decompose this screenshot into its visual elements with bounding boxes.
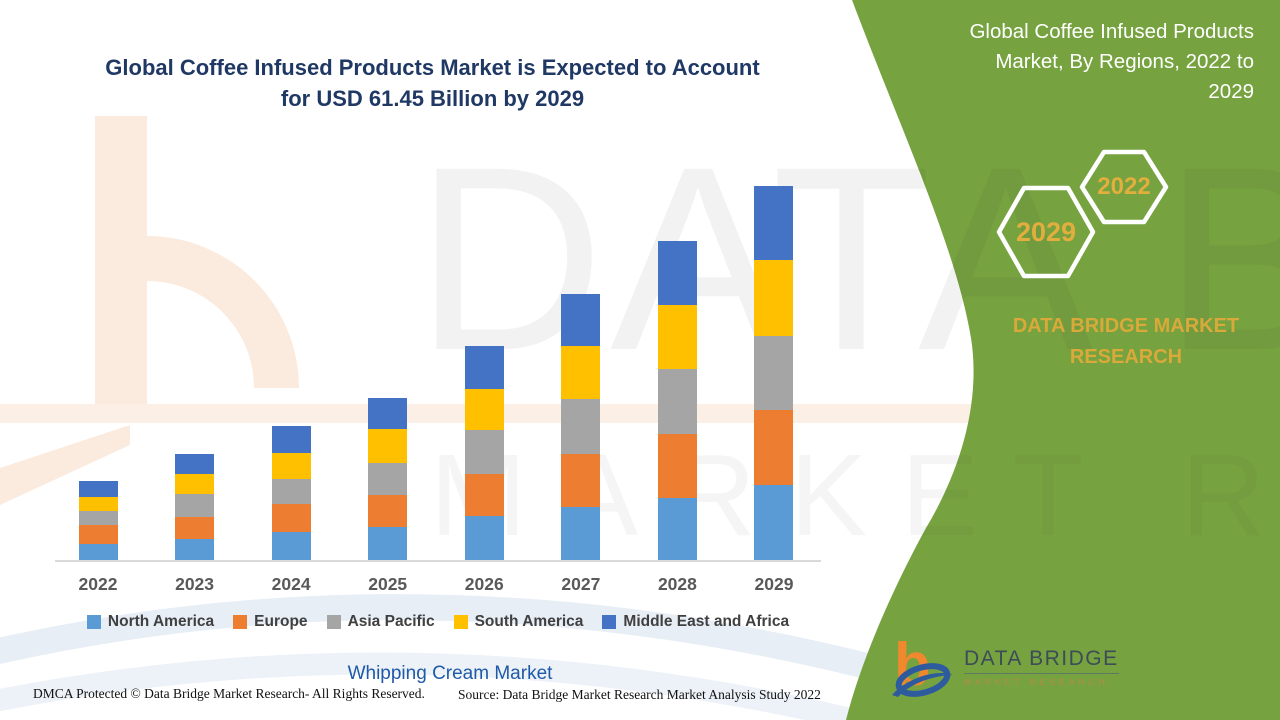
bar-segment-south-america-2025 — [368, 429, 408, 463]
bar-2022 — [78, 480, 118, 560]
legend-label-south-america: South America — [474, 613, 584, 630]
logo-subtitle: MARKET RESEARCH — [964, 677, 1109, 688]
data-bridge-logo-icon: b — [892, 633, 953, 698]
hexagon-2029-label: 2029 — [1015, 216, 1077, 247]
legend-swatch-north-america — [86, 615, 101, 629]
x-axis-labels: 2022 2023 2024 2025 2026 2027 2028 2029 — [55, 574, 821, 600]
legend-label-middle-east-and-africa: Middle East and Africa — [623, 613, 790, 630]
bar-2023 — [175, 453, 215, 560]
hexagon-outline-icon — [1079, 149, 1169, 225]
logo-divider — [964, 672, 1119, 675]
x-axis-label-2027: 2027 — [561, 574, 601, 594]
logo-title: DATA BRIDGE — [964, 646, 1119, 670]
footer-logo: b DATA BRIDGE MARKET RESEARCH — [890, 633, 1119, 701]
x-axis-label-2026: 2026 — [464, 574, 504, 594]
legend-label-asia-pacific: Asia Pacific — [347, 613, 435, 630]
legend-swatch-asia-pacific — [326, 615, 341, 629]
bar-segment-asia-pacific-2026 — [464, 429, 504, 475]
panel-title: Global Coffee Infused Products Market, B… — [969, 20, 1254, 103]
legend-item-europe: Europe — [233, 613, 308, 631]
bar-2027 — [561, 293, 601, 560]
bar-segment-south-america-2024 — [271, 453, 311, 479]
x-axis-label-2024: 2024 — [271, 574, 311, 594]
bar-2026 — [464, 345, 504, 560]
bar-segment-asia-pacific-2029 — [754, 335, 794, 410]
chart-headline: Global Coffee Infused Products Market is… — [65, 52, 800, 114]
bar-segment-asia-pacific-2023 — [175, 494, 215, 517]
bar-segment-north-america-2026 — [464, 516, 504, 560]
bar-2029 — [754, 186, 794, 560]
watermark-text-primary: DATA BRIDGE — [415, 112, 1280, 405]
bar-segment-south-america-2026 — [464, 389, 504, 430]
legend-item-north-america: North America — [86, 613, 215, 631]
bar-segment-north-america-2024 — [271, 532, 311, 560]
stacked-bar-chart: 2022 2023 2024 2025 2026 2027 2028 2029 — [55, 140, 821, 610]
bar-segment-north-america-2028 — [657, 497, 697, 560]
hexagon-badge-2029: 2029 — [994, 182, 1098, 282]
legend-item-middle-east-and-africa: Middle East and Africa — [602, 613, 789, 631]
brand-wordmark: DATA BRIDGE MARKET RESEARCH — [1012, 315, 1240, 368]
bar-segment-south-america-2023 — [175, 473, 215, 495]
legend-label-europe: Europe — [254, 613, 308, 630]
blue-swoosh-watermark — [0, 594, 924, 720]
bar-segment-south-america-2022 — [78, 497, 118, 512]
chart-headline-line2: for USD 61.45 Billion by 2029 — [280, 86, 585, 111]
bar-segment-middle-east-and-africa-2023 — [175, 453, 215, 474]
bar-segment-middle-east-and-africa-2027 — [561, 293, 601, 346]
legend-label-north-america: North America — [107, 613, 215, 630]
bar-segment-south-america-2028 — [657, 304, 697, 370]
bar-segment-europe-2023 — [175, 516, 215, 540]
bar-segment-middle-east-and-africa-2024 — [271, 425, 311, 453]
bar-segment-europe-2022 — [78, 525, 118, 544]
bar-segment-europe-2025 — [368, 494, 408, 528]
x-axis-label-2023: 2023 — [175, 574, 215, 594]
market-label: Whipping Cream Market — [347, 663, 553, 684]
legend-item-south-america: South America — [453, 613, 584, 631]
bar-segment-europe-2027 — [561, 453, 601, 508]
bar-segment-europe-2028 — [657, 433, 697, 498]
bar-segment-asia-pacific-2027 — [561, 399, 601, 454]
x-axis-label-2029: 2029 — [754, 574, 794, 594]
legend-swatch-europe — [233, 615, 248, 629]
bar-segment-middle-east-and-africa-2029 — [754, 186, 794, 261]
bar-segment-north-america-2023 — [175, 539, 215, 560]
x-axis-label-2028: 2028 — [657, 574, 697, 594]
source-note: Source: Data Bridge Market Research Mark… — [458, 687, 821, 702]
logo-text-block: DATA BRIDGE MARKET RESEARCH — [964, 646, 1119, 688]
bar-segment-asia-pacific-2025 — [368, 462, 408, 495]
legend-item-asia-pacific: Asia Pacific — [326, 613, 435, 631]
hexagon-badge-2022: 2022 — [1078, 147, 1170, 227]
bar-2028 — [657, 240, 697, 560]
bar-segment-asia-pacific-2024 — [271, 478, 311, 505]
chart-legend: North America Europe Asia Pacific South Ame… — [55, 613, 821, 631]
bar-segment-asia-pacific-2022 — [78, 511, 118, 526]
legend-swatch-middle-east-and-africa — [602, 615, 617, 629]
legend-swatch-south-america — [453, 615, 468, 629]
bar-segment-south-america-2029 — [754, 260, 794, 336]
hexagon-2022-label: 2022 — [1097, 173, 1151, 200]
bar-2024 — [271, 425, 311, 560]
chart-headline-line1: Global Coffee Infused Products Market is… — [105, 55, 760, 80]
bar-segment-north-america-2025 — [368, 527, 408, 560]
x-axis-label-2022: 2022 — [78, 574, 118, 594]
bar-segment-north-america-2027 — [561, 507, 601, 560]
bar-segment-north-america-2029 — [754, 485, 794, 560]
bar-segment-south-america-2027 — [561, 345, 601, 400]
bar-2025 — [368, 397, 408, 560]
bar-segment-europe-2024 — [271, 504, 311, 533]
bar-segment-europe-2026 — [464, 474, 504, 517]
green-side-panel — [846, 0, 1280, 720]
bar-segment-asia-pacific-2028 — [657, 369, 697, 434]
dmca-notice: DMCA Protected © Data Bridge Market Rese… — [33, 686, 425, 701]
x-axis-label-2025: 2025 — [368, 574, 408, 594]
bar-segment-middle-east-and-africa-2026 — [464, 345, 504, 390]
plot-area — [55, 140, 821, 562]
bar-segment-north-america-2022 — [78, 543, 118, 560]
bar-segment-middle-east-and-africa-2028 — [657, 240, 697, 305]
hexagon-outline-icon — [996, 185, 1096, 279]
bar-segment-middle-east-and-africa-2022 — [78, 480, 118, 498]
bar-segment-europe-2029 — [754, 409, 794, 486]
bar-segment-middle-east-and-africa-2025 — [368, 397, 408, 430]
